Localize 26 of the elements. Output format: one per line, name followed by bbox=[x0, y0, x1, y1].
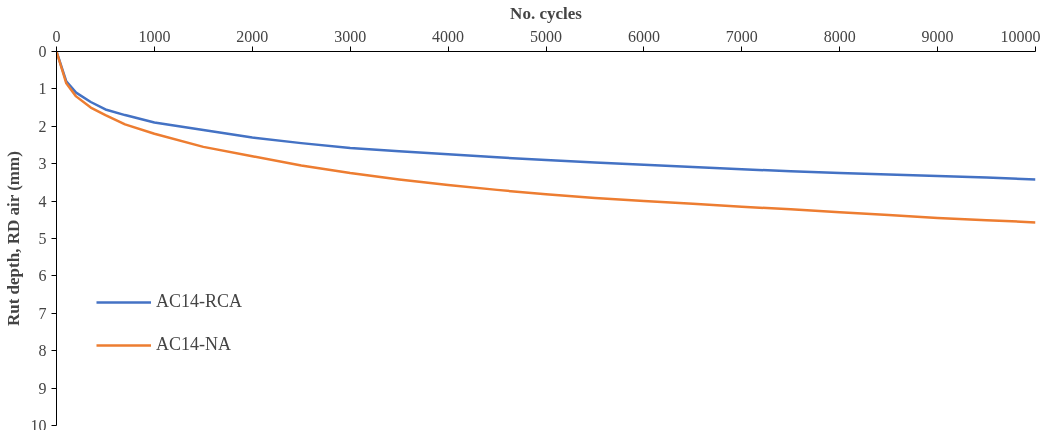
y-tick-label: 8 bbox=[38, 342, 47, 360]
y-tick-label: 7 bbox=[38, 304, 47, 322]
x-tick-label: 1000 bbox=[138, 27, 171, 45]
x-tick-label: 6000 bbox=[627, 27, 660, 45]
legend-label: AC14-NA bbox=[156, 334, 231, 355]
y-axis-title: Rut depth, RD air (mm) bbox=[3, 151, 23, 327]
x-tick-label: 10000 bbox=[1000, 27, 1041, 45]
x-axis-title: No. cycles bbox=[510, 3, 583, 23]
y-tick-label: 9 bbox=[38, 379, 47, 397]
y-tick-label: 0 bbox=[38, 43, 47, 60]
x-tick-label: 8000 bbox=[823, 27, 856, 45]
y-tick-label: 5 bbox=[38, 230, 47, 247]
x-tick-label: 2000 bbox=[236, 27, 269, 45]
x-tick-label: 9000 bbox=[921, 27, 954, 45]
x-tick-label: 4000 bbox=[432, 27, 465, 45]
x-tick-label: 7000 bbox=[725, 27, 758, 45]
y-tick-label: 2 bbox=[38, 117, 47, 135]
y-tick-label: 4 bbox=[38, 192, 47, 210]
legend-label: AC14-RCA bbox=[156, 291, 243, 312]
x-tick-label: 3000 bbox=[334, 27, 367, 45]
y-tick-label: 3 bbox=[38, 155, 47, 173]
y-tick-label: 1 bbox=[38, 80, 47, 98]
x-tick-label: 5000 bbox=[530, 27, 562, 45]
y-tick-label: 6 bbox=[38, 267, 47, 285]
x-tick-label: 0 bbox=[52, 27, 61, 45]
y-tick-label: 10 bbox=[30, 416, 47, 434]
